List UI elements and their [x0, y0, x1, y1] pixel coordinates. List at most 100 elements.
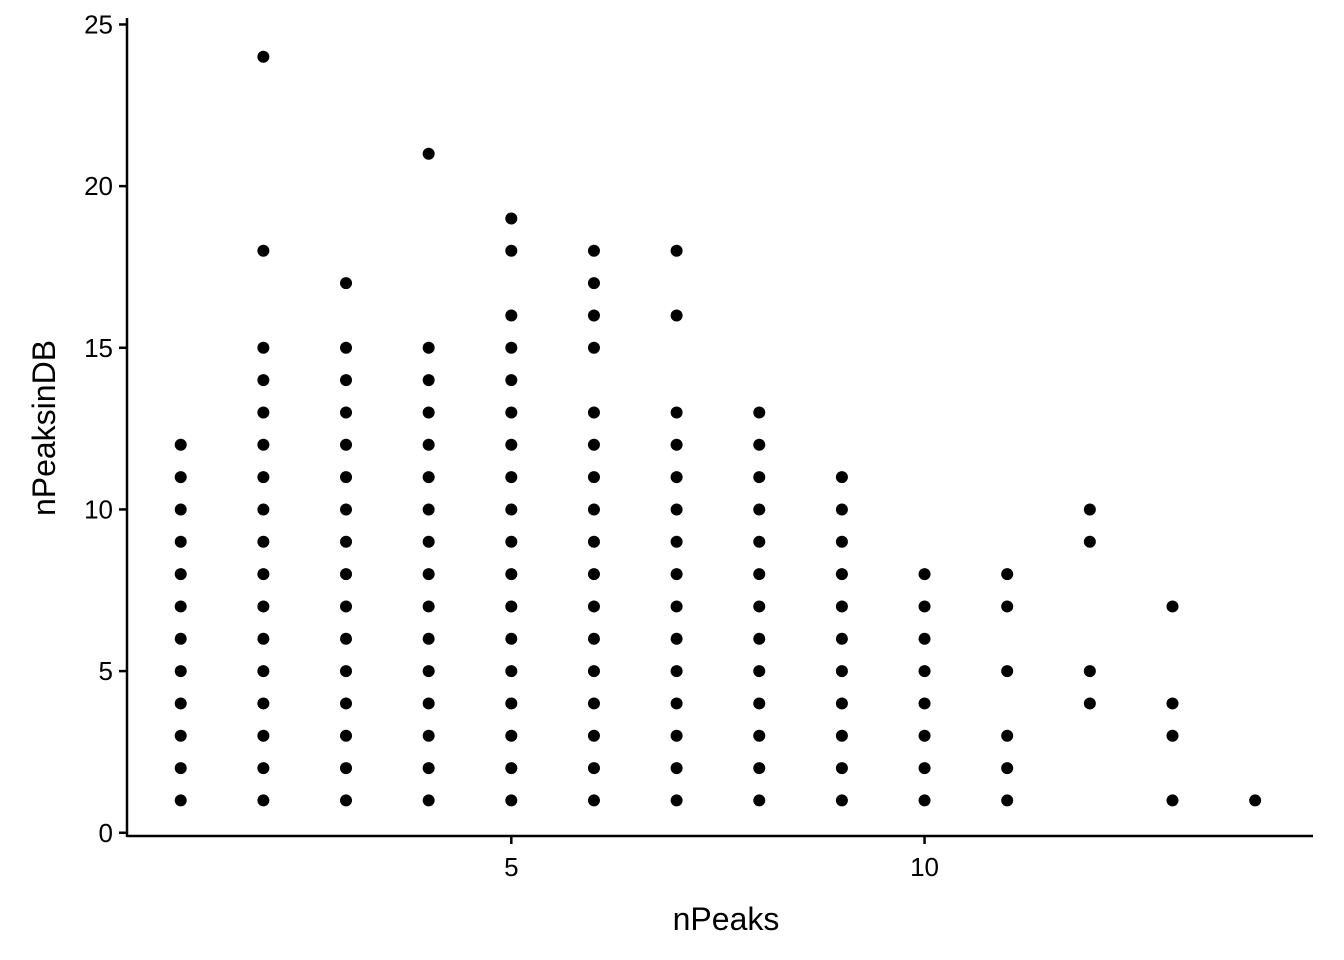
data-point-5-15	[505, 341, 518, 354]
data-point-3-11	[340, 471, 353, 484]
data-point-3-14	[340, 374, 353, 387]
data-point-1-1	[174, 794, 187, 807]
data-point-5-12	[505, 438, 518, 451]
y-tick-label: 10	[84, 494, 113, 524]
data-point-6-9	[587, 535, 600, 548]
data-point-10-7	[918, 600, 931, 613]
data-point-4-14	[422, 374, 435, 387]
data-point-6-5	[587, 665, 600, 678]
data-point-13-3	[1166, 729, 1179, 742]
data-point-9-9	[835, 535, 848, 548]
data-point-2-13	[257, 406, 270, 419]
data-point-2-15	[257, 341, 270, 354]
data-point-11-3	[1001, 729, 1014, 742]
data-point-3-12	[340, 438, 353, 451]
y-axis-ticks: 0 5 10 15 20 25	[84, 9, 127, 848]
data-point-10-5	[918, 665, 931, 678]
data-point-1-9	[174, 535, 187, 548]
data-point-10-6	[918, 632, 931, 645]
y-tick-label: 0	[99, 818, 113, 848]
data-point-9-10	[835, 503, 848, 516]
data-point-8-12	[753, 438, 766, 451]
data-point-9-6	[835, 632, 848, 645]
data-point-1-8	[174, 568, 187, 581]
data-point-8-6	[753, 632, 766, 645]
data-point-8-8	[753, 568, 766, 581]
data-point-6-16	[587, 309, 600, 322]
data-point-5-10	[505, 503, 518, 516]
data-point-4-11	[422, 471, 435, 484]
data-point-7-1	[670, 794, 683, 807]
data-point-3-1	[340, 794, 353, 807]
data-point-3-10	[340, 503, 353, 516]
data-point-2-8	[257, 568, 270, 581]
data-point-9-11	[835, 471, 848, 484]
data-point-8-3	[753, 729, 766, 742]
data-point-4-6	[422, 632, 435, 645]
data-point-8-9	[753, 535, 766, 548]
y-axis-title: nPeaksinDB	[26, 340, 62, 516]
data-point-4-21	[422, 147, 435, 160]
data-point-7-9	[670, 535, 683, 548]
data-point-9-1	[835, 794, 848, 807]
data-point-13-4	[1166, 697, 1179, 710]
x-axis-title: nPeaks	[673, 901, 780, 937]
data-point-2-2	[257, 762, 270, 775]
data-point-6-18	[587, 244, 600, 257]
x-tick-label: 10	[910, 852, 939, 882]
data-point-2-24	[257, 50, 270, 63]
data-point-9-7	[835, 600, 848, 613]
data-point-4-1	[422, 794, 435, 807]
data-point-3-9	[340, 535, 353, 548]
data-point-6-17	[587, 277, 600, 290]
data-point-2-9	[257, 535, 270, 548]
data-point-3-6	[340, 632, 353, 645]
data-point-11-7	[1001, 600, 1014, 613]
data-point-12-10	[1083, 503, 1096, 516]
data-point-5-14	[505, 374, 518, 387]
data-point-5-19	[505, 212, 518, 225]
data-point-6-11	[587, 471, 600, 484]
data-point-11-2	[1001, 762, 1014, 775]
data-point-4-8	[422, 568, 435, 581]
data-point-1-3	[174, 729, 187, 742]
data-point-7-4	[670, 697, 683, 710]
data-point-8-13	[753, 406, 766, 419]
data-point-4-4	[422, 697, 435, 710]
data-point-11-8	[1001, 568, 1014, 581]
data-point-5-18	[505, 244, 518, 257]
data-point-6-8	[587, 568, 600, 581]
data-point-4-13	[422, 406, 435, 419]
data-point-3-3	[340, 729, 353, 742]
data-point-1-6	[174, 632, 187, 645]
data-point-4-3	[422, 729, 435, 742]
data-point-6-2	[587, 762, 600, 775]
data-point-7-10	[670, 503, 683, 516]
data-point-1-11	[174, 471, 187, 484]
data-point-2-3	[257, 729, 270, 742]
data-point-4-2	[422, 762, 435, 775]
data-point-1-5	[174, 665, 187, 678]
data-point-7-11	[670, 471, 683, 484]
y-tick-label: 25	[84, 9, 113, 39]
data-point-10-1	[918, 794, 931, 807]
data-point-2-6	[257, 632, 270, 645]
data-point-2-14	[257, 374, 270, 387]
data-point-8-1	[753, 794, 766, 807]
data-point-8-10	[753, 503, 766, 516]
data-point-6-15	[587, 341, 600, 354]
data-point-1-2	[174, 762, 187, 775]
data-point-10-8	[918, 568, 931, 581]
data-point-9-8	[835, 568, 848, 581]
data-point-5-5	[505, 665, 518, 678]
y-tick-label: 5	[99, 656, 113, 686]
data-point-1-12	[174, 438, 187, 451]
y-tick-label: 15	[84, 333, 113, 363]
data-point-4-9	[422, 535, 435, 548]
data-point-3-4	[340, 697, 353, 710]
x-tick-label: 5	[504, 852, 518, 882]
data-point-7-8	[670, 568, 683, 581]
data-point-5-9	[505, 535, 518, 548]
data-point-6-12	[587, 438, 600, 451]
